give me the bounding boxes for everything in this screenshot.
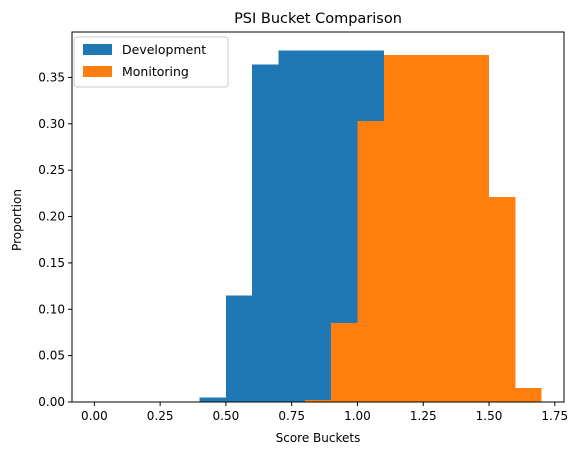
y-tick-label: 0.30 <box>38 117 65 131</box>
bar-development-0.7 <box>278 50 305 403</box>
legend: Development Monitoring <box>73 36 229 88</box>
x-tick-label: 0.50 <box>213 409 240 423</box>
x-tick-label: 1.25 <box>410 409 437 423</box>
bar-monitoring-0.8 <box>304 400 332 402</box>
y-tick-label: 0.25 <box>38 163 65 177</box>
legend-label-monitoring: Monitoring <box>122 64 189 79</box>
legend-label-development: Development <box>122 42 206 57</box>
chart-title: PSI Bucket Comparison <box>234 11 402 27</box>
x-tick-label: 0.00 <box>81 409 108 423</box>
bar-monitoring-1.3 <box>436 55 463 403</box>
x-axis-title: Score Buckets <box>276 431 361 445</box>
y-tick-label: 0.15 <box>38 256 65 270</box>
y-tick-label: 0.00 <box>38 395 65 409</box>
legend-swatch-monitoring <box>83 66 112 77</box>
y-axis-title: Proportion <box>10 189 24 251</box>
bar-monitoring-1.4 <box>462 55 490 403</box>
x-tick-label: 0.75 <box>278 409 305 423</box>
x-tick-label: 0.25 <box>147 409 174 423</box>
y-tick-label: 0.10 <box>38 302 65 316</box>
y-tick-label: 0.05 <box>38 349 65 363</box>
y-tick-label: 0.20 <box>38 210 65 224</box>
bar-monitoring-1.1 <box>383 55 411 403</box>
legend-swatch-development <box>83 44 112 55</box>
bar-monitoring-1.2 <box>410 55 437 403</box>
plot-frame <box>71 31 565 403</box>
x-tick-label: 1.50 <box>476 409 503 423</box>
y-tick-label: 0.35 <box>38 70 65 84</box>
bar-monitoring-0.9 <box>331 323 358 402</box>
legend-box <box>73 36 229 88</box>
bar-development-0.5 <box>225 295 253 402</box>
bars-layer <box>199 50 542 403</box>
bar-development-0.4 <box>199 397 226 402</box>
x-tick-label: 1.00 <box>344 409 371 423</box>
bar-development-0.8 <box>304 50 332 403</box>
bar-development-0.6 <box>252 64 279 402</box>
bar-monitoring-1.5 <box>489 197 516 402</box>
bar-monitoring-1.6 <box>515 388 542 402</box>
ticks-layer: 0.00 0.25 0.50 0.75 1.00 1.25 1.50 1.75 0.00 0.05… <box>38 70 568 423</box>
bar-monitoring-1.0 <box>357 121 384 402</box>
x-tick-label: 1.75 <box>541 409 568 423</box>
